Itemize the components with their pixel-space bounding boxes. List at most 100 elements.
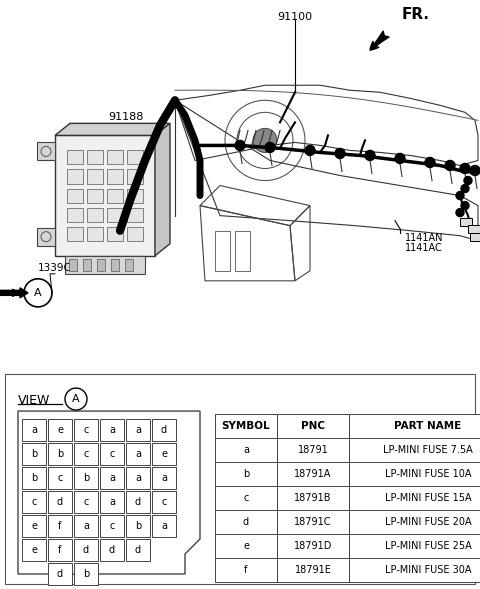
Text: LP-MINI FUSE 30A: LP-MINI FUSE 30A	[385, 565, 471, 575]
Bar	[100, 539, 124, 561]
Bar	[87, 227, 103, 241]
Circle shape	[464, 177, 472, 184]
Text: a: a	[109, 425, 115, 435]
Bar	[22, 467, 46, 489]
Bar	[277, 414, 349, 438]
Bar	[127, 150, 143, 164]
Bar	[460, 217, 472, 226]
Bar	[48, 539, 72, 561]
Bar	[277, 462, 349, 486]
Bar	[48, 515, 72, 537]
Text: e: e	[243, 541, 249, 551]
Bar	[349, 486, 480, 510]
Circle shape	[395, 154, 405, 164]
Text: 18791D: 18791D	[294, 541, 332, 551]
Circle shape	[445, 160, 455, 170]
Text: 91100: 91100	[277, 12, 312, 22]
Bar	[126, 443, 150, 465]
Text: 1141AC: 1141AC	[405, 243, 443, 253]
Text: c: c	[109, 521, 115, 531]
Text: A: A	[72, 394, 80, 404]
Text: LP-MINI FUSE 20A: LP-MINI FUSE 20A	[384, 517, 471, 527]
Text: LP-MINI FUSE 25A: LP-MINI FUSE 25A	[384, 541, 471, 551]
Bar	[127, 170, 143, 184]
Text: e: e	[57, 425, 63, 435]
Text: PART NAME: PART NAME	[395, 421, 462, 431]
Bar	[48, 467, 72, 489]
Circle shape	[335, 148, 345, 158]
Bar	[87, 188, 103, 203]
Text: f: f	[244, 565, 248, 575]
Text: a: a	[109, 497, 115, 507]
Bar	[74, 539, 98, 561]
Text: a: a	[161, 473, 167, 483]
Bar	[37, 228, 55, 246]
Text: c: c	[31, 497, 36, 507]
Text: PNC: PNC	[301, 421, 325, 431]
Text: LP-MINI FUSE 15A: LP-MINI FUSE 15A	[384, 493, 471, 503]
Bar	[100, 515, 124, 537]
Bar	[87, 150, 103, 164]
Bar	[87, 207, 103, 221]
Bar	[349, 438, 480, 462]
Text: c: c	[57, 473, 63, 483]
Text: LP-MINI FUSE 7.5A: LP-MINI FUSE 7.5A	[383, 445, 473, 455]
Bar	[126, 491, 150, 513]
Bar	[215, 558, 277, 582]
Bar	[22, 515, 46, 537]
Text: d: d	[135, 497, 141, 507]
Bar	[74, 443, 98, 465]
Circle shape	[265, 143, 275, 153]
Bar	[74, 491, 98, 513]
Bar	[100, 491, 124, 513]
Bar	[152, 515, 176, 537]
Text: f: f	[58, 545, 62, 555]
Text: c: c	[84, 449, 89, 459]
Bar	[127, 188, 143, 203]
Bar	[22, 419, 46, 441]
Bar	[111, 259, 119, 271]
Bar	[74, 467, 98, 489]
Bar	[349, 510, 480, 534]
Text: b: b	[31, 449, 37, 459]
Bar	[67, 207, 83, 221]
Text: e: e	[31, 521, 37, 531]
Bar	[152, 491, 176, 513]
Bar	[83, 259, 91, 271]
Bar	[215, 534, 277, 558]
Bar	[100, 467, 124, 489]
Text: b: b	[83, 569, 89, 579]
Circle shape	[253, 128, 277, 153]
Bar	[48, 563, 72, 585]
Bar	[215, 414, 277, 438]
Circle shape	[461, 201, 469, 210]
Circle shape	[425, 157, 435, 167]
FancyArrow shape	[0, 288, 28, 298]
Bar	[152, 419, 176, 441]
Text: e: e	[161, 449, 167, 459]
Bar	[215, 510, 277, 534]
Bar	[349, 462, 480, 486]
Text: 18791: 18791	[298, 445, 328, 455]
Bar	[126, 539, 150, 561]
Text: c: c	[161, 497, 167, 507]
Bar	[277, 438, 349, 462]
Bar	[69, 259, 77, 271]
Text: A: A	[34, 288, 42, 298]
Text: c: c	[84, 425, 89, 435]
Text: d: d	[109, 545, 115, 555]
Bar	[277, 534, 349, 558]
Circle shape	[456, 191, 464, 200]
Bar	[100, 419, 124, 441]
Bar	[67, 188, 83, 203]
Bar	[349, 558, 480, 582]
Bar	[55, 135, 155, 256]
Circle shape	[461, 184, 469, 193]
Bar	[126, 419, 150, 441]
Text: LP-MINI FUSE 10A: LP-MINI FUSE 10A	[385, 469, 471, 479]
Text: f: f	[58, 521, 62, 531]
Text: d: d	[57, 569, 63, 579]
Text: e: e	[31, 545, 37, 555]
Bar	[215, 231, 230, 271]
Text: a: a	[135, 449, 141, 459]
